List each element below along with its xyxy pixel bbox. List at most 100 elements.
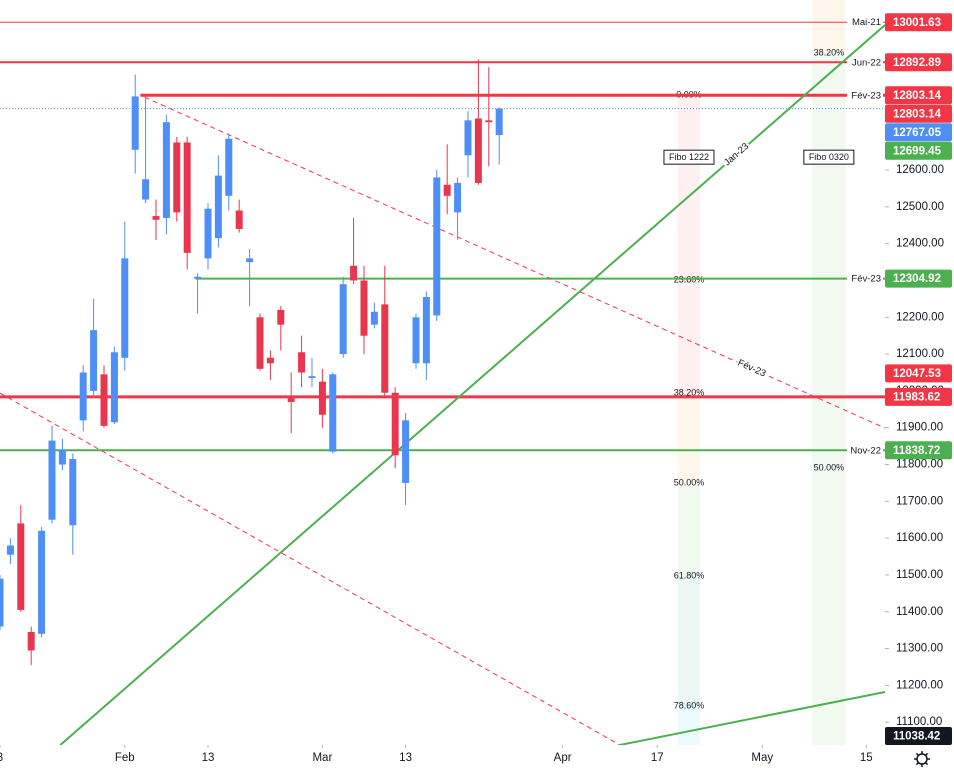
- candle-body: [298, 352, 306, 373]
- y-tick-label: 12100.00: [896, 348, 944, 360]
- candle-body: [79, 372, 87, 421]
- y-tick-label: 11500.00: [896, 569, 943, 581]
- fib-label-box: [663, 149, 715, 165]
- time-axis-bg: [0, 745, 954, 772]
- candle-body: [246, 258, 254, 263]
- price-badge-label: 13001.63: [893, 17, 941, 29]
- y-tick-label: 11300.00: [896, 643, 943, 655]
- y-tick-label: 11800.00: [896, 459, 943, 471]
- candle-body: [162, 122, 170, 218]
- level-label: Mai-21: [852, 17, 881, 28]
- trend-line: [619, 691, 885, 745]
- price-badge: [885, 86, 952, 105]
- trend-line: [144, 96, 885, 429]
- trend-label: Fév-23: [736, 357, 767, 379]
- trend-label-bg: [734, 356, 769, 381]
- y-tick-label: 11100.00: [896, 716, 942, 728]
- y-tick-label: 11200.00: [896, 679, 943, 691]
- fib-band: [678, 280, 700, 394]
- price-badge-label: 11038.42: [893, 731, 940, 743]
- candle-body: [391, 392, 399, 456]
- x-tick-label: 15: [860, 752, 873, 764]
- candle-body: [485, 120, 493, 123]
- x-tick-label: 3: [0, 752, 3, 764]
- price-badge: [885, 104, 952, 123]
- y-tick-label: 11600.00: [896, 532, 943, 544]
- level-label: Fév-23: [851, 274, 881, 285]
- settings-icon[interactable]: [914, 751, 930, 767]
- candle-body: [204, 208, 212, 259]
- candle-body: [0, 578, 4, 627]
- candle-body: [183, 142, 191, 253]
- x-tick-label: Mar: [312, 752, 332, 764]
- trend-line: [0, 392, 621, 745]
- price-badge-label: 12047.53: [893, 368, 941, 380]
- x-tick-label: 13: [399, 752, 412, 764]
- candle-body: [350, 265, 358, 281]
- y-tick-label: 12400.00: [896, 238, 944, 250]
- x-tick-label: 17: [651, 752, 664, 764]
- fib-label: Fibo 0320: [809, 152, 849, 162]
- price-badge-label: 11838.72: [893, 445, 940, 457]
- level-label-bg: [847, 89, 883, 102]
- candle-body: [360, 280, 368, 336]
- candle-body: [474, 118, 482, 183]
- candle-body: [58, 449, 66, 465]
- fib-label: Fibo 1222: [669, 152, 709, 162]
- trend-label: Jan-23: [722, 141, 751, 168]
- level-label: Nov-22: [850, 445, 881, 456]
- x-tick-label: 13: [202, 752, 215, 764]
- candle-body: [100, 374, 108, 426]
- price-badge: [885, 727, 952, 745]
- x-tick-label: May: [751, 752, 773, 764]
- y-tick-label: 12200.00: [896, 311, 944, 323]
- candle-body: [454, 182, 462, 213]
- fib-band: [678, 95, 700, 281]
- candle-body: [318, 381, 326, 415]
- x-tick-label: Feb: [115, 752, 135, 764]
- price-badge: [885, 53, 952, 72]
- fib-band: [812, 468, 846, 745]
- level-label-bg: [847, 444, 883, 457]
- trend-line: [59, 24, 885, 745]
- candle-body: [214, 175, 222, 239]
- level-label-bg: [847, 272, 883, 285]
- candle-body: [173, 142, 181, 213]
- price-badge: [885, 441, 952, 460]
- fib-band: [678, 576, 700, 707]
- fib-label-box: [803, 149, 855, 165]
- level-label-bg: [847, 16, 883, 29]
- candle-body: [225, 138, 233, 196]
- candle-body: [329, 374, 337, 452]
- price-badge: [885, 13, 952, 32]
- candle-body: [412, 317, 420, 364]
- x-tick-label: Apr: [554, 752, 572, 764]
- fib-level-label: 61.80%: [674, 570, 705, 580]
- fib-level-label: 38.20%: [814, 47, 845, 57]
- candle-body: [131, 96, 139, 150]
- fib-level-label: 50.00%: [814, 463, 845, 473]
- candle-body: [495, 108, 503, 136]
- price-badge-label: 12767.05: [893, 127, 942, 139]
- price-badge-label: 12699.45: [893, 145, 942, 157]
- fib-level-label: 50.00%: [674, 478, 705, 488]
- fib-band: [678, 483, 700, 577]
- candle-body: [27, 631, 35, 651]
- price-badge-label: 12304.92: [893, 273, 941, 285]
- level-label: Jun-22: [852, 57, 881, 68]
- price-badge: [885, 387, 952, 406]
- candle-body: [287, 398, 295, 402]
- candle-body: [38, 530, 46, 634]
- candle-body: [256, 317, 264, 369]
- candle-body: [110, 352, 118, 423]
- candle-body: [90, 330, 98, 391]
- fib-band: [812, 0, 846, 54]
- candle-body: [6, 545, 14, 555]
- y-tick-label: 11900.00: [896, 422, 943, 434]
- candle-body: [266, 357, 274, 364]
- fib-level-label: 38.20%: [674, 387, 705, 397]
- level-label: Fév-23: [851, 90, 881, 101]
- price-badge-label: 12803.14: [893, 90, 942, 102]
- price-badge: [885, 364, 952, 383]
